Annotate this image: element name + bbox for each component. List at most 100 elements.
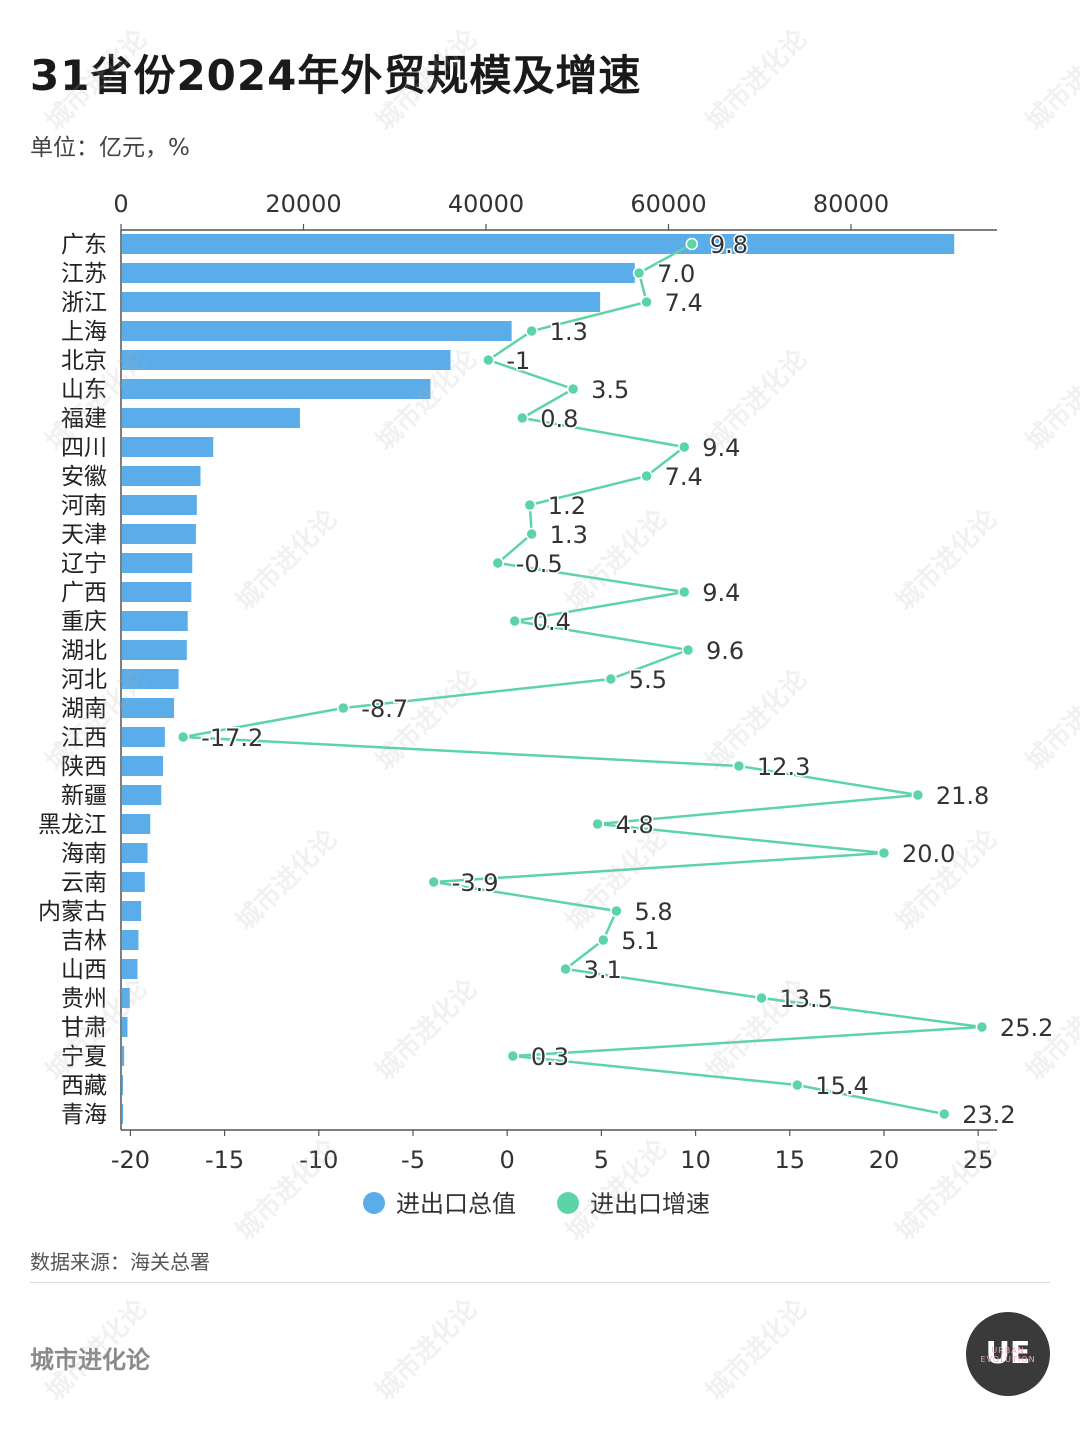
growth-point bbox=[685, 237, 699, 251]
bar bbox=[122, 930, 139, 950]
bottom-axis-tick-label: 10 bbox=[680, 1146, 711, 1174]
growth-data-label: -3.9 bbox=[452, 869, 499, 897]
bar bbox=[122, 582, 192, 602]
growth-data-label: 25.2 bbox=[1000, 1014, 1053, 1042]
growth-data-label: 9.4 bbox=[702, 579, 740, 607]
top-axis-tick-label: 40000 bbox=[448, 190, 524, 218]
legend-swatch-bar bbox=[363, 1192, 385, 1214]
brand-name: 城市进化论 bbox=[30, 1346, 150, 1374]
growth-point bbox=[482, 353, 495, 367]
legend-label-bar: 进出口总值 bbox=[396, 1190, 516, 1218]
growth-point bbox=[640, 295, 653, 309]
legend-label-line: 进出口增速 bbox=[590, 1190, 710, 1218]
growth-point bbox=[559, 962, 572, 976]
bar bbox=[122, 524, 196, 544]
growth-data-label: 15.4 bbox=[815, 1072, 868, 1100]
category-label: 湖南 bbox=[61, 696, 107, 722]
growth-point bbox=[604, 672, 618, 686]
category-label: 吉林 bbox=[61, 928, 107, 954]
bar bbox=[122, 553, 193, 573]
category-label: 江苏 bbox=[61, 261, 107, 287]
bar bbox=[122, 669, 179, 689]
logo-mark: UE bbox=[985, 1336, 1031, 1371]
bar bbox=[122, 756, 164, 776]
category-label: 辽宁 bbox=[61, 551, 107, 577]
growth-point bbox=[681, 643, 695, 657]
category-label: 福建 bbox=[61, 406, 107, 432]
category-label: 河北 bbox=[61, 667, 107, 693]
category-label: 广东 bbox=[61, 232, 107, 258]
growth-data-label: 9.6 bbox=[706, 637, 744, 665]
category-label: 浙江 bbox=[61, 290, 107, 316]
logo-subtext: URBAN EVOLUTION bbox=[980, 1346, 1036, 1364]
growth-data-label: 5.8 bbox=[634, 898, 672, 926]
growth-point bbox=[506, 1049, 520, 1063]
bar bbox=[122, 350, 451, 370]
source-note: 数据来源：海关总署 bbox=[30, 1250, 210, 1274]
growth-data-label: -8.7 bbox=[361, 695, 408, 723]
growth-data-label: 21.8 bbox=[936, 782, 989, 810]
category-label: 重庆 bbox=[61, 609, 107, 635]
category-label: 新疆 bbox=[61, 783, 107, 809]
growth-point bbox=[632, 266, 646, 280]
growth-data-label: 23.2 bbox=[962, 1101, 1015, 1129]
brand-logo: UE URBAN EVOLUTION bbox=[966, 1312, 1050, 1396]
growth-line bbox=[182, 242, 983, 1116]
growth-point bbox=[791, 1078, 804, 1092]
growth-data-label: 0.4 bbox=[533, 608, 571, 636]
growth-point bbox=[678, 440, 691, 454]
category-label: 江西 bbox=[61, 725, 107, 751]
category-label: 青海 bbox=[61, 1102, 107, 1128]
category-label: 北京 bbox=[61, 348, 107, 374]
bar bbox=[122, 263, 635, 283]
growth-data-label: -0.5 bbox=[516, 550, 563, 578]
category-label: 安徽 bbox=[61, 464, 107, 490]
growth-data-label: 1.3 bbox=[550, 318, 588, 346]
bar bbox=[122, 1104, 123, 1124]
bottom-axis-tick-label: 25 bbox=[963, 1146, 994, 1174]
bottom-axis-tick-label: -10 bbox=[299, 1146, 338, 1174]
trade-chart: 0 20000 40000 60000 80000 -20 -15 -10 -5 0 5 10 15 20… bbox=[38, 190, 1055, 1218]
category-label: 宁夏 bbox=[61, 1044, 107, 1070]
bar bbox=[122, 959, 138, 979]
bar bbox=[122, 234, 955, 254]
growth-point bbox=[525, 324, 538, 338]
growth-point bbox=[566, 382, 580, 396]
growth-point bbox=[591, 817, 604, 831]
bar bbox=[122, 408, 300, 428]
top-axis-tick-label: 0 bbox=[113, 190, 128, 218]
bar bbox=[122, 988, 130, 1008]
bar bbox=[122, 611, 188, 631]
growth-data-label: 9.4 bbox=[702, 434, 740, 462]
unit-label: 单位：亿元，% bbox=[30, 135, 190, 161]
bar bbox=[122, 1075, 123, 1095]
growth-data-label: 9.8 bbox=[710, 231, 748, 259]
category-label: 甘肃 bbox=[61, 1015, 107, 1041]
category-label: 天津 bbox=[61, 522, 107, 548]
category-label: 山东 bbox=[61, 377, 107, 403]
growth-data-label: 1.3 bbox=[550, 521, 588, 549]
category-label: 内蒙古 bbox=[38, 899, 107, 925]
growth-data-label: 4.8 bbox=[616, 811, 654, 839]
growth-point bbox=[176, 730, 190, 744]
growth-data-label: 7.0 bbox=[657, 260, 695, 288]
growth-data-label: 3.1 bbox=[584, 956, 622, 984]
category-label: 黑龙江 bbox=[38, 812, 107, 838]
growth-data-label: 3.5 bbox=[591, 376, 629, 404]
bar bbox=[122, 495, 197, 515]
bar bbox=[122, 379, 431, 399]
growth-data-label: -17.2 bbox=[201, 724, 263, 752]
bar bbox=[122, 727, 165, 747]
growth-point bbox=[678, 585, 691, 599]
bottom-axis-tick-label: 5 bbox=[594, 1146, 609, 1174]
bar bbox=[122, 437, 214, 457]
growth-data-label: 5.5 bbox=[629, 666, 667, 694]
bar bbox=[122, 698, 175, 718]
bar bbox=[122, 292, 601, 312]
category-label: 山西 bbox=[61, 957, 107, 983]
legend-swatch-line bbox=[557, 1192, 579, 1214]
category-label: 西藏 bbox=[61, 1073, 107, 1099]
bar bbox=[122, 814, 151, 834]
growth-point bbox=[491, 556, 505, 570]
bar bbox=[122, 901, 142, 921]
